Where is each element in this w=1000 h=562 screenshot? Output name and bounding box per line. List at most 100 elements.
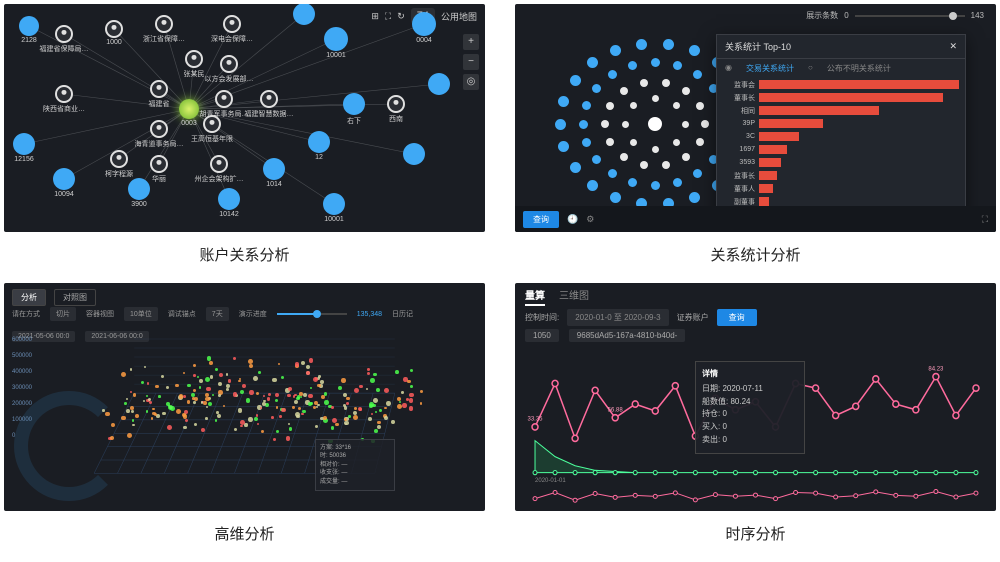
graph-node[interactable]: [55, 85, 73, 103]
radial-node[interactable]: [696, 102, 704, 110]
radial-node[interactable]: [582, 101, 591, 110]
graph-node[interactable]: [412, 12, 436, 36]
graph-node[interactable]: [324, 27, 348, 51]
radial-node[interactable]: [628, 61, 637, 70]
graph-node[interactable]: [150, 155, 168, 173]
graph-node[interactable]: [428, 73, 450, 95]
radial-node[interactable]: [601, 120, 609, 128]
graph-node[interactable]: [13, 133, 35, 155]
radial-node[interactable]: [663, 39, 674, 50]
radial-node[interactable]: [662, 161, 670, 169]
radial-node[interactable]: [608, 70, 617, 79]
date-range[interactable]: 2020-01-0 至 2020-09-3: [567, 309, 668, 326]
graph-node[interactable]: [105, 20, 123, 38]
radial-node[interactable]: [555, 119, 566, 130]
radial-node[interactable]: [640, 79, 648, 87]
radial-node[interactable]: [620, 87, 628, 95]
radial-node[interactable]: [630, 102, 637, 109]
radial-node[interactable]: [608, 169, 617, 178]
graph-node[interactable]: [53, 168, 75, 190]
display-count-slider[interactable]: 展示条数 0 143: [806, 10, 984, 21]
radial-node[interactable]: [630, 139, 637, 146]
ctrl-b[interactable]: 10单位: [124, 307, 158, 321]
graph-node[interactable]: [403, 143, 425, 165]
graph-node[interactable]: [260, 90, 278, 108]
graph-node[interactable]: [179, 99, 199, 119]
graph-node[interactable]: [55, 25, 73, 43]
graph-node[interactable]: [155, 15, 173, 33]
radial-node[interactable]: [673, 102, 680, 109]
radial-node[interactable]: [636, 39, 647, 50]
graph-node[interactable]: [19, 16, 39, 36]
graph-node[interactable]: [387, 95, 405, 113]
radial-node[interactable]: [628, 178, 637, 187]
radial-node[interactable]: [570, 75, 581, 86]
mini-timeline[interactable]: [525, 487, 986, 507]
radial-node[interactable]: [622, 121, 629, 128]
query-button-4[interactable]: 查询: [717, 309, 757, 326]
graph-node[interactable]: [210, 155, 228, 173]
graph-node[interactable]: [220, 55, 238, 73]
radial-node[interactable]: [610, 45, 621, 56]
radial-node[interactable]: [682, 87, 690, 95]
ctrl-c[interactable]: 7天: [206, 307, 229, 321]
radial-node[interactable]: [610, 192, 621, 203]
progress-slider[interactable]: [277, 313, 347, 315]
radial-node[interactable]: [682, 153, 690, 161]
graph-node[interactable]: [215, 90, 233, 108]
radial-node[interactable]: [592, 84, 601, 93]
tab-compare[interactable]: 对照图: [54, 289, 96, 306]
graph-node[interactable]: [343, 93, 365, 115]
radial-node[interactable]: [579, 120, 588, 129]
radial-node[interactable]: [652, 95, 659, 102]
graph-node[interactable]: [128, 178, 150, 200]
radial-node[interactable]: [651, 181, 660, 190]
radial-node[interactable]: [606, 138, 614, 146]
radial-node[interactable]: [651, 58, 660, 67]
expand-icon[interactable]: ⛶: [982, 214, 988, 225]
query-button[interactable]: 查询: [523, 211, 559, 228]
radial-node[interactable]: [606, 102, 614, 110]
modal-tab-1[interactable]: 交易关系统计: [746, 63, 794, 74]
radial-node[interactable]: [689, 45, 700, 56]
radial-node[interactable]: [620, 153, 628, 161]
radial-node[interactable]: [558, 141, 569, 152]
radial-node[interactable]: [696, 138, 704, 146]
graph-node[interactable]: [263, 158, 285, 180]
radial-node[interactable]: [587, 180, 598, 191]
graph-node[interactable]: [293, 4, 315, 25]
radial-node[interactable]: [693, 70, 702, 79]
radial-node[interactable]: [570, 162, 581, 173]
modal-tab-2[interactable]: 公布不明关系统计: [827, 63, 891, 74]
radial-node[interactable]: [693, 169, 702, 178]
radial-node[interactable]: [587, 57, 598, 68]
graph-node[interactable]: [110, 150, 128, 168]
radial-node[interactable]: [592, 155, 601, 164]
tab-analysis[interactable]: 分析: [12, 289, 46, 306]
radial-node[interactable]: [640, 161, 648, 169]
radial-node[interactable]: [673, 139, 680, 146]
graph-node[interactable]: [223, 15, 241, 33]
graph-node[interactable]: [185, 50, 203, 68]
account-id[interactable]: 1050: [525, 329, 559, 342]
tab-liangsuan[interactable]: 量算: [525, 287, 545, 306]
radial-node[interactable]: [682, 121, 689, 128]
graph-node[interactable]: [150, 80, 168, 98]
radial-node[interactable]: [701, 120, 709, 128]
tab-3d[interactable]: 三维图: [559, 287, 589, 306]
graph-node[interactable]: [218, 188, 240, 210]
ctrl-a[interactable]: 切片: [50, 307, 76, 321]
graph-node[interactable]: [150, 120, 168, 138]
graph-node[interactable]: [323, 193, 345, 215]
radial-node[interactable]: [689, 192, 700, 203]
radial-node[interactable]: [673, 178, 682, 187]
history-icon[interactable]: 🕘: [567, 214, 578, 225]
settings-icon[interactable]: ⚙: [586, 214, 594, 225]
close-icon[interactable]: ✕: [949, 41, 957, 52]
slider-track[interactable]: [855, 15, 965, 17]
radial-node[interactable]: [673, 61, 682, 70]
graph-node[interactable]: [203, 115, 221, 133]
radial-node[interactable]: [582, 138, 591, 147]
radial-node[interactable]: [662, 79, 670, 87]
radial-node[interactable]: [652, 146, 659, 153]
